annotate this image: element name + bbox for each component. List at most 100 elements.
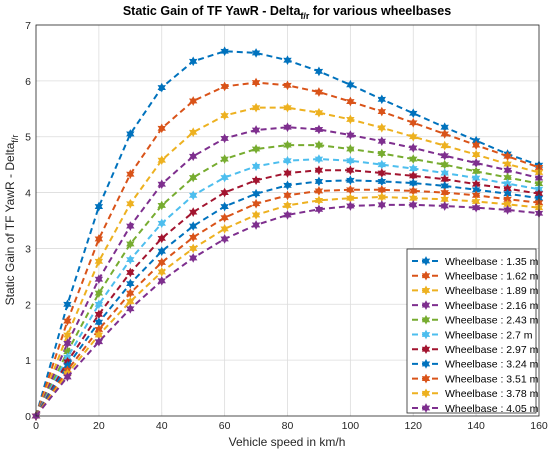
data-point <box>377 106 387 117</box>
series-11 <box>31 200 544 421</box>
data-point <box>251 144 261 154</box>
data-point <box>94 299 104 310</box>
data-point <box>188 253 198 263</box>
legend-label: Wheelbase : 1.35 m <box>445 256 539 268</box>
y-tick-label: 1 <box>25 355 31 367</box>
legend-entry: Wheelbase : 1.62 m <box>412 271 539 283</box>
data-point <box>63 299 72 310</box>
data-point <box>346 201 355 211</box>
data-point <box>188 221 198 231</box>
x-tick-label: 20 <box>93 420 105 432</box>
legend-entry: Wheelbase : 2.16 m <box>412 300 539 312</box>
data-point <box>314 176 324 187</box>
data-point <box>251 198 261 209</box>
legend-marker <box>421 285 431 296</box>
legend-label: Wheelbase : 1.62 m <box>445 271 539 283</box>
data-point <box>283 102 292 113</box>
series-group <box>31 46 544 421</box>
series-10 <box>31 192 544 421</box>
data-point <box>126 198 135 209</box>
data-point <box>126 303 135 314</box>
legend-label: Wheelbase : 2.7 m <box>445 329 533 341</box>
legend-items: Wheelbase : 1.35 m Wheelbase : 1.62 m Whee… <box>412 256 539 415</box>
data-point <box>251 125 261 135</box>
legend-entry: Wheelbase : 2.7 m <box>412 329 533 341</box>
legend-marker <box>421 388 431 399</box>
y-tick-label: 5 <box>25 132 31 144</box>
legend-entry: Wheelbase : 2.43 m <box>412 315 539 327</box>
data-point <box>63 316 72 326</box>
data-point <box>440 140 449 151</box>
legend-label: Wheelbase : 2.97 m <box>445 344 539 356</box>
data-point <box>377 136 387 147</box>
data-point <box>471 202 481 213</box>
x-tick-label: 160 <box>530 420 548 432</box>
data-point <box>157 275 166 286</box>
data-point <box>377 122 387 133</box>
data-point <box>94 201 104 212</box>
data-point <box>188 190 198 201</box>
legend-entry: Wheelbase : 3.51 m <box>412 373 539 385</box>
data-point <box>251 210 261 220</box>
legend-label: Wheelbase : 2.16 m <box>445 300 539 312</box>
data-point <box>440 201 449 211</box>
data-point <box>126 239 135 249</box>
data-point <box>126 254 135 265</box>
data-point <box>409 143 418 153</box>
data-point <box>188 96 198 106</box>
series-line <box>35 106 540 417</box>
data-point <box>157 155 166 166</box>
data-point <box>314 87 324 97</box>
data-point <box>126 169 135 179</box>
y-axis-label: Static Gain of TF YawR - Deltaf/r <box>3 135 20 306</box>
data-point <box>126 267 135 278</box>
legend-marker <box>421 256 431 266</box>
legend-marker <box>421 270 431 281</box>
legend-marker <box>421 344 431 355</box>
data-point <box>251 102 261 113</box>
legend-label: Wheelbase : 2.43 m <box>445 315 539 327</box>
legend-marker <box>421 329 431 340</box>
data-point <box>188 127 198 138</box>
data-point <box>251 77 261 88</box>
legend-marker <box>421 314 431 325</box>
legend-marker <box>421 373 431 384</box>
data-point <box>220 212 229 223</box>
data-point <box>157 123 166 134</box>
data-point <box>251 48 261 58</box>
data-point <box>220 81 229 92</box>
data-point <box>220 172 229 183</box>
data-point <box>157 257 166 268</box>
legend: Wheelbase : 1.35 m Wheelbase : 1.62 m Whee… <box>406 248 539 415</box>
x-tick-label: 100 <box>342 420 360 432</box>
x-tick-label: 140 <box>467 420 485 432</box>
y-tick-label: 4 <box>25 188 31 200</box>
data-point <box>220 224 229 234</box>
data-point <box>283 180 292 191</box>
data-point <box>94 288 104 298</box>
data-point <box>409 200 418 210</box>
data-point <box>346 79 355 90</box>
legend-label: Wheelbase : 1.89 m <box>445 285 539 297</box>
y-axis-label-subscript: f/r <box>10 135 20 143</box>
data-point <box>409 131 418 142</box>
data-point <box>63 372 72 382</box>
data-point <box>157 200 166 211</box>
data-point <box>157 179 166 190</box>
y-tick-label: 0 <box>25 411 31 423</box>
data-point <box>283 122 292 133</box>
legend-marker <box>421 300 431 310</box>
y-tick-label: 2 <box>25 299 31 311</box>
legend-marker <box>421 359 431 369</box>
data-point <box>188 56 198 67</box>
data-point <box>314 204 324 215</box>
data-point <box>188 232 198 243</box>
data-point <box>157 233 166 244</box>
data-point <box>283 80 292 91</box>
data-point <box>188 243 198 254</box>
legend-label: Wheelbase : 3.51 m <box>445 373 539 385</box>
data-point <box>283 55 292 66</box>
chart-title-rest: for various wheelbases <box>309 4 451 18</box>
data-point <box>346 144 355 154</box>
